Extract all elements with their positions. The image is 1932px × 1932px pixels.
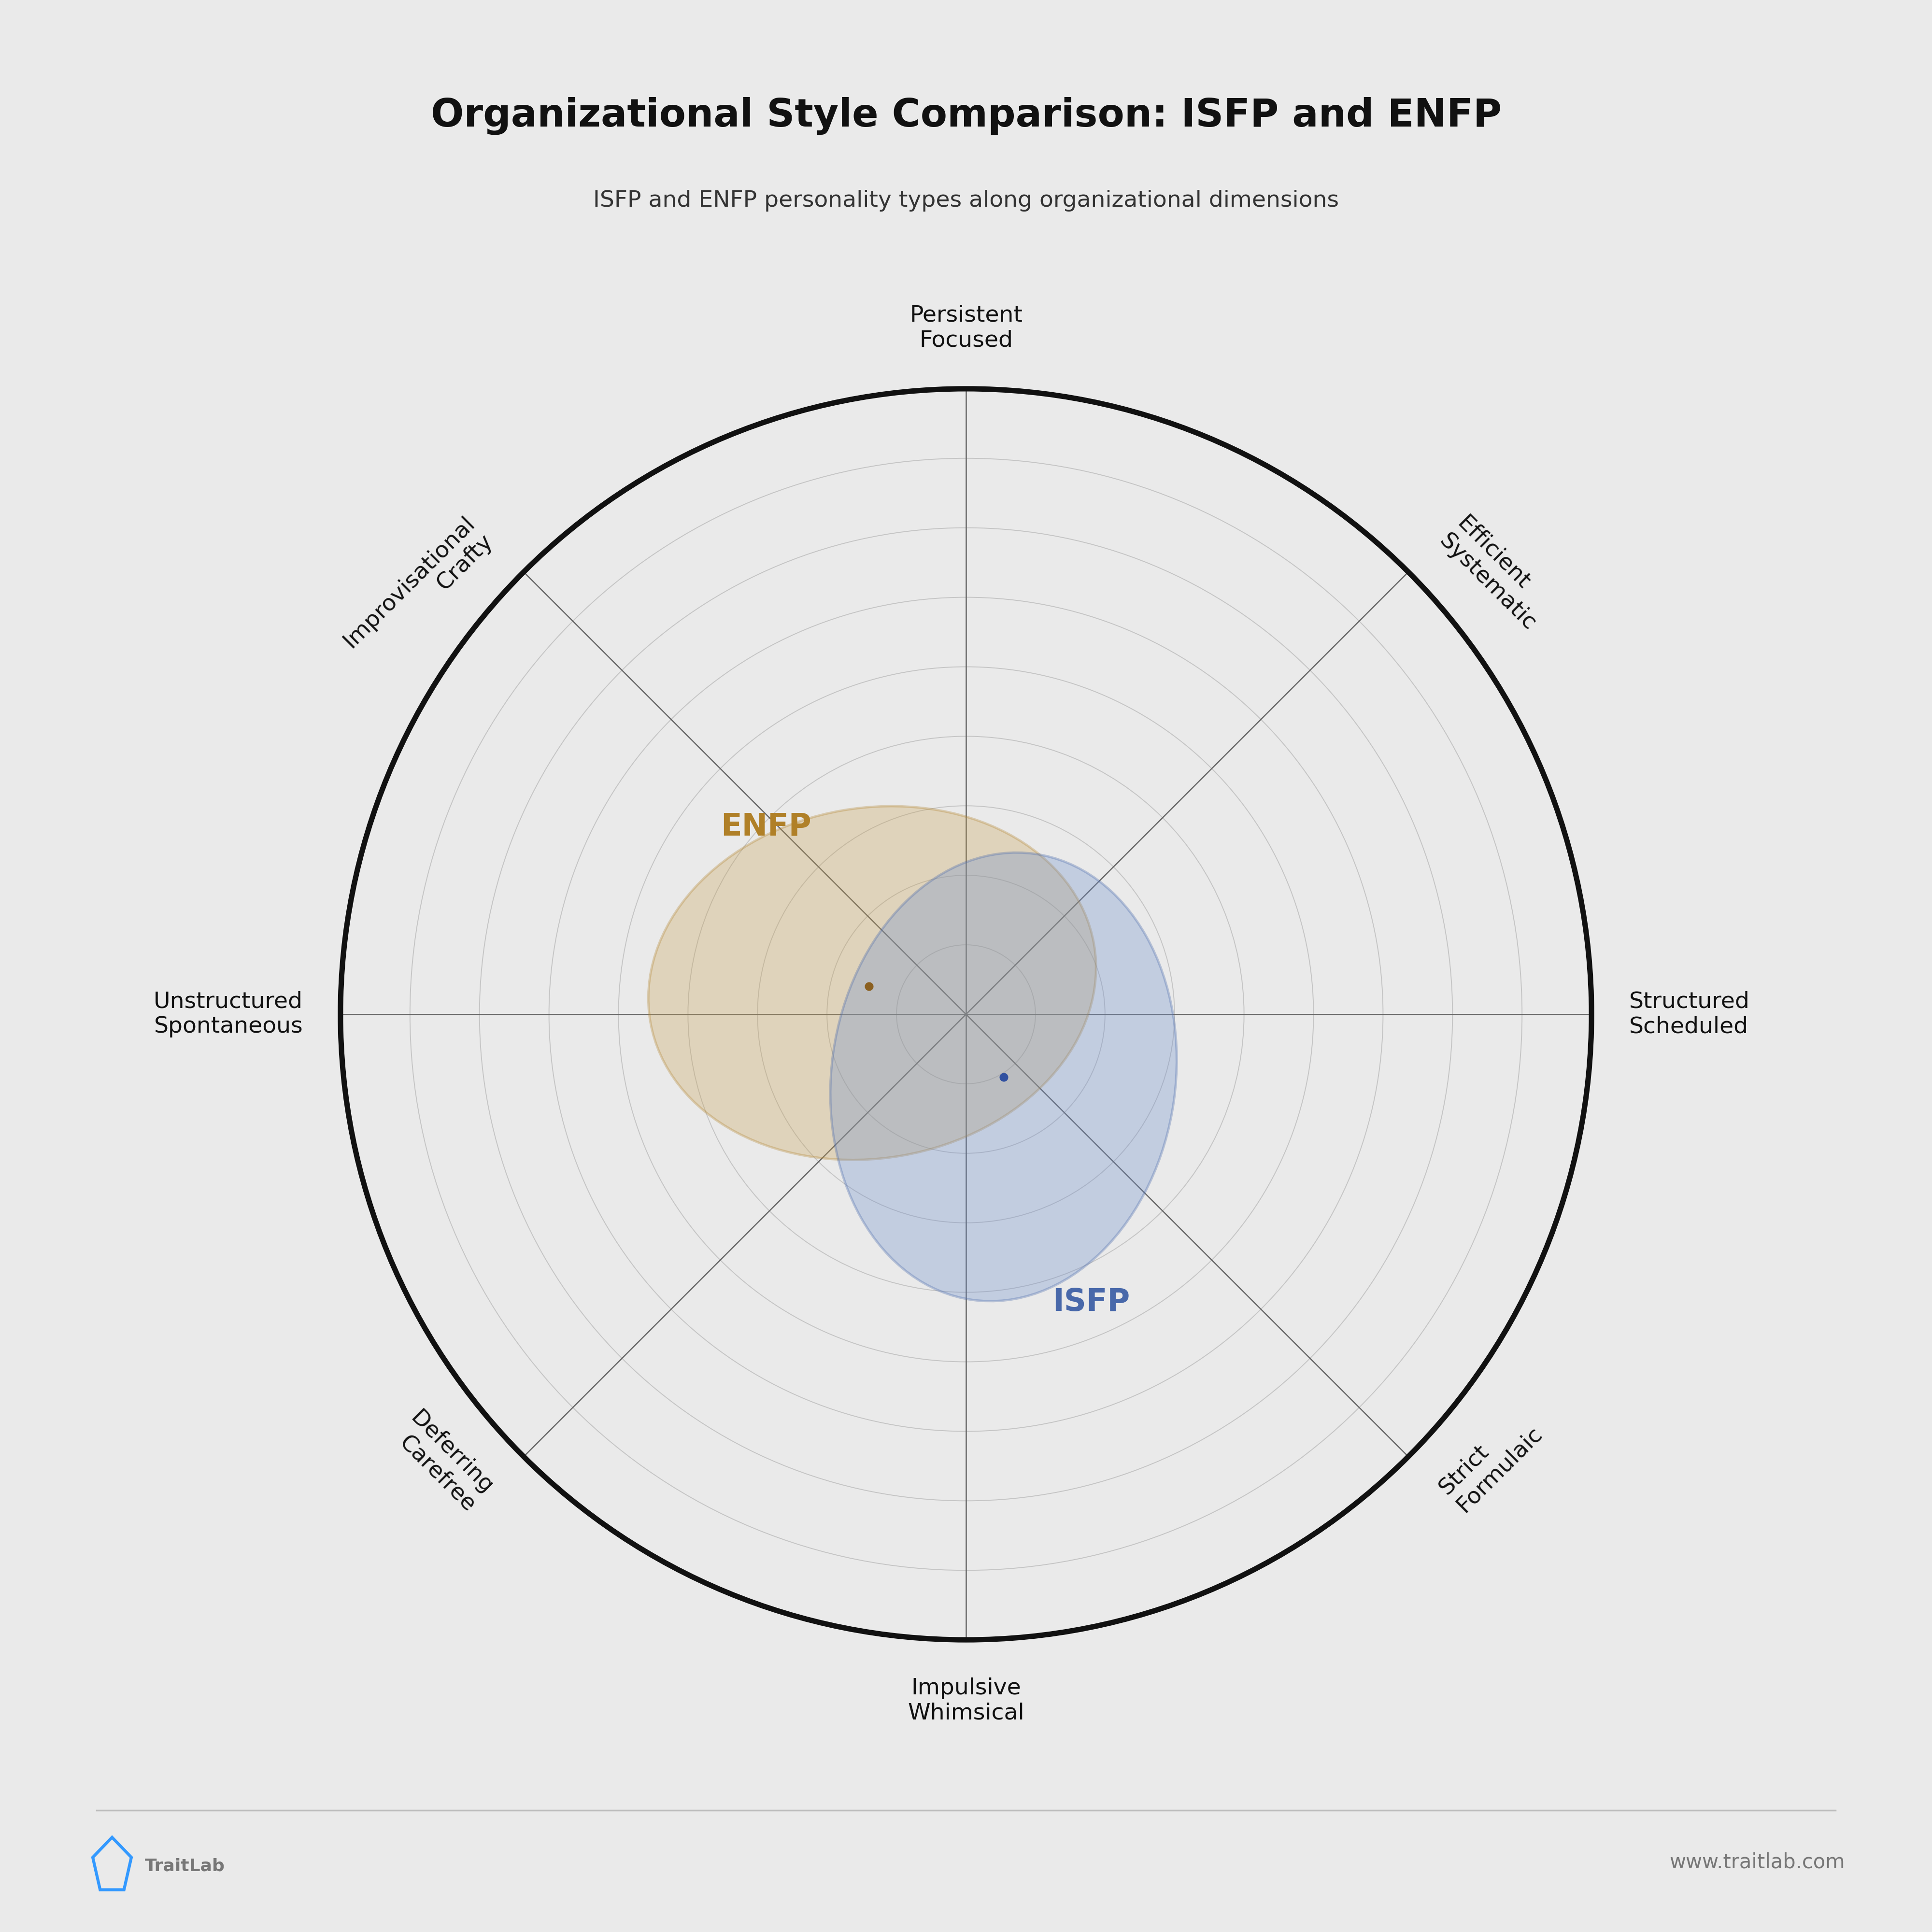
Text: TraitLab: TraitLab <box>145 1859 224 1874</box>
Ellipse shape <box>649 806 1095 1159</box>
Text: Unstructured
Spontaneous: Unstructured Spontaneous <box>155 991 303 1037</box>
Text: Structured
Scheduled: Structured Scheduled <box>1629 991 1750 1037</box>
Text: Strict
Formulaic: Strict Formulaic <box>1435 1405 1548 1517</box>
Text: Deferring
Carefree: Deferring Carefree <box>388 1406 497 1517</box>
Ellipse shape <box>831 852 1177 1300</box>
Text: ISFP: ISFP <box>1053 1287 1130 1318</box>
Text: Organizational Style Comparison: ISFP and ENFP: Organizational Style Comparison: ISFP an… <box>431 97 1501 135</box>
Text: Efficient
Systematic: Efficient Systematic <box>1435 512 1557 636</box>
Text: Improvisational
Crafty: Improvisational Crafty <box>340 512 497 670</box>
Text: Persistent
Focused: Persistent Focused <box>910 305 1022 352</box>
Text: ISFP and ENFP personality types along organizational dimensions: ISFP and ENFP personality types along or… <box>593 189 1339 213</box>
Text: Impulsive
Whimsical: Impulsive Whimsical <box>908 1677 1024 1723</box>
Text: www.traitlab.com: www.traitlab.com <box>1669 1853 1845 1872</box>
Text: ENFP: ENFP <box>721 811 811 842</box>
